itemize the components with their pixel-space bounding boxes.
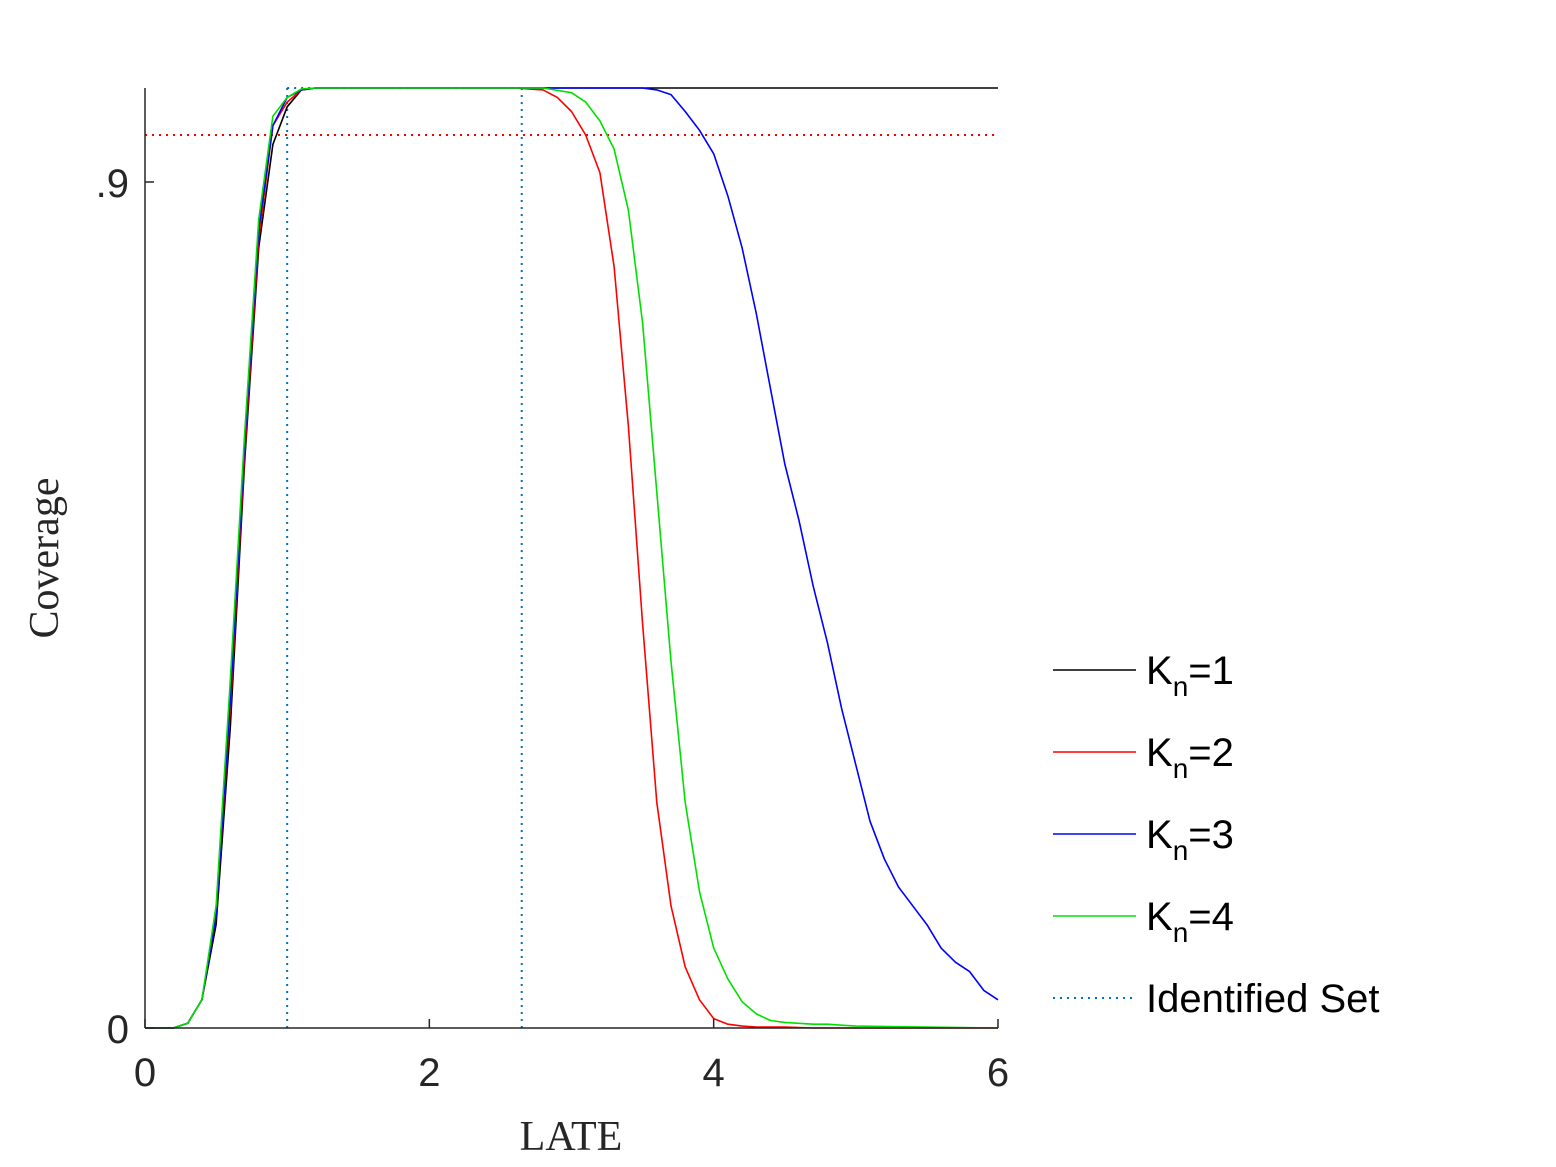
series-line-3 bbox=[145, 87, 999, 1029]
x-axis-label: LATE bbox=[520, 1114, 623, 1160]
legend-label-identified-set: Identified Set bbox=[1146, 977, 1380, 1021]
legend-label-1: Kn=1 bbox=[1146, 649, 1234, 702]
x-tick-label: 6 bbox=[987, 1051, 1009, 1095]
x-tick-label: 2 bbox=[418, 1051, 440, 1095]
x-tick-label: 0 bbox=[134, 1051, 156, 1095]
plot-area bbox=[145, 87, 999, 1029]
axes bbox=[144, 88, 998, 1029]
y-tick-label: 0 bbox=[107, 1008, 129, 1052]
ticks: 0 2 4 6 0 .9 bbox=[96, 162, 1009, 1095]
legend-label-3: Kn=3 bbox=[1146, 813, 1234, 866]
x-tick-label: 4 bbox=[703, 1051, 725, 1095]
series-line-1 bbox=[145, 87, 998, 1029]
y-tick-label: .9 bbox=[96, 162, 129, 206]
legend-label-2: Kn=2 bbox=[1146, 731, 1234, 784]
legend-label-4: Kn=4 bbox=[1146, 895, 1234, 948]
series-line-4 bbox=[145, 87, 999, 1029]
legend: Kn=1 Kn=2 Kn=3 Kn=4 Identified Set bbox=[1053, 649, 1380, 1021]
y-axis-label: Coverage bbox=[22, 478, 68, 639]
series-line-2 bbox=[145, 87, 998, 1029]
